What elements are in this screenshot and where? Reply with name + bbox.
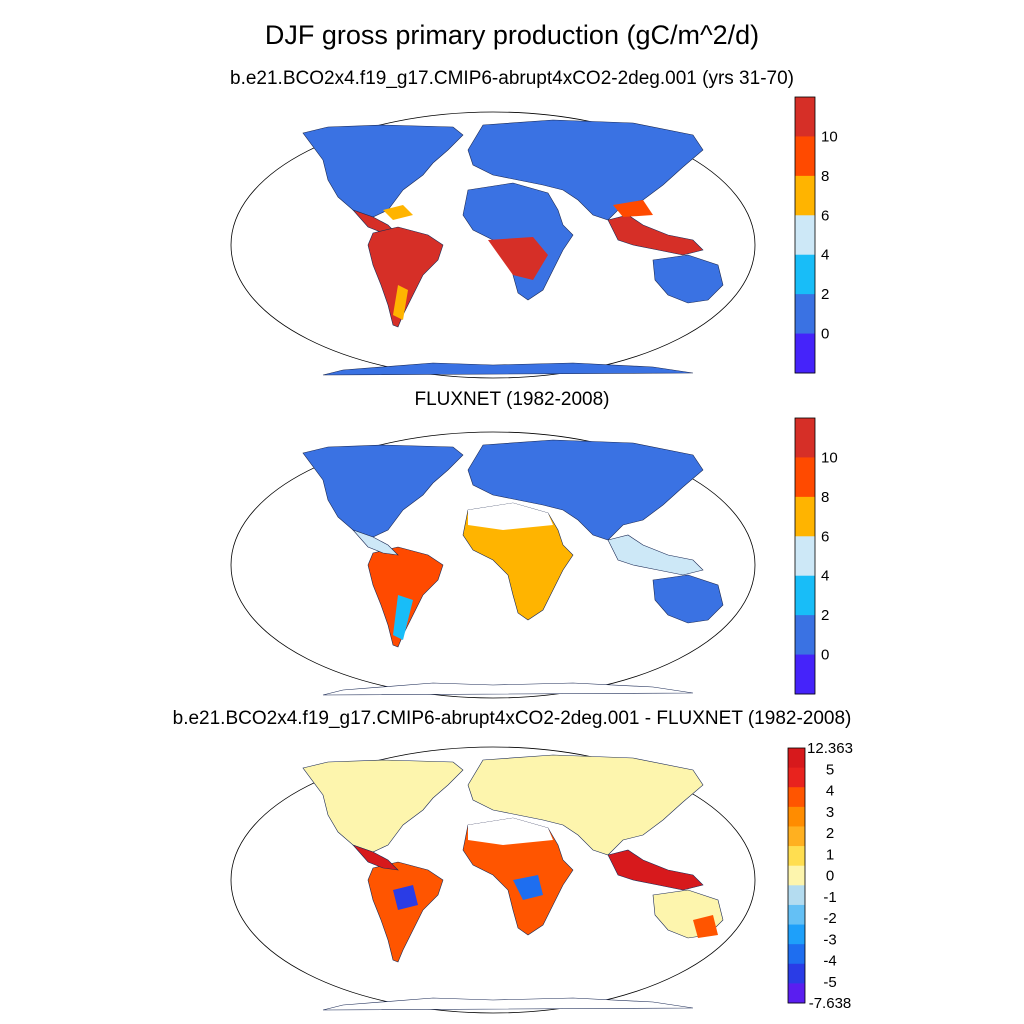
colorbar-1-label: 2 [821,286,829,303]
colorbar-3-swatch [788,846,805,867]
colorbar-2-label: 10 [821,449,838,466]
colorbar-1-swatch [795,215,815,256]
colorbar-1-swatch [795,333,815,374]
colorbar-1-label: 8 [821,168,829,185]
colorbar-3-label: -5 [823,974,836,991]
colorbar-3-label: 2 [826,825,834,842]
colorbar-3-label: 12.363 [807,740,853,757]
colorbar-2-label: 0 [821,647,829,664]
colorbar-2-frame [794,417,816,695]
colorbar-2-swatch [795,496,815,537]
colorbar-2-swatch [795,457,815,498]
colorbar-3-swatch [788,944,805,965]
colorbar-3-swatch [788,885,805,906]
figure-title: DJF gross primary production (gC/m^2/d) [264,20,760,50]
colorbar-1-swatch [795,175,815,216]
colorbar-2-label: 2 [821,607,829,624]
colorbar-3-label: 0 [826,868,834,885]
colorbar-3-label: 4 [826,783,834,800]
colorbar-3-label: 1 [826,846,834,863]
panel-2-title: FLUXNET (1982-2008) [414,389,610,410]
colorbar-3-label: -2 [823,910,836,927]
colorbar-1-label: 10 [821,128,838,145]
colorbar-1-label: 4 [821,247,829,264]
colorbar-3-swatch [788,767,805,788]
colorbar-3-swatch [788,826,805,847]
panel-1-map [230,111,756,379]
colorbar-1-swatch [795,97,815,137]
colorbar-1-label: 0 [821,326,829,343]
colorbar-3-swatch [788,806,805,827]
colorbar-2-label: 4 [821,568,829,585]
colorbar-3-swatch [788,748,805,769]
colorbar-3-label: -7.638 [809,995,852,1012]
colorbar-2-swatch [795,536,815,577]
colorbar-2-label: 6 [821,528,829,545]
colorbar-3-swatch [788,924,805,945]
panel-3-map [230,746,756,1014]
colorbar-1-swatch [795,254,815,295]
colorbar-2-swatch [795,418,815,458]
colorbar-1-swatch [795,136,815,177]
panel-2-map [230,431,756,699]
colorbar-3-label: -4 [823,953,836,970]
colorbar-2-swatch [795,575,815,616]
panel-3-title: b.e21.BCO2x4.f19_g17.CMIP6-abrupt4xCO2-2… [172,708,852,729]
colorbar-2-label: 8 [821,489,829,506]
colorbar-3-swatch [788,904,805,925]
colorbar-3-label: 5 [826,761,834,778]
colorbar-2-swatch [795,615,815,655]
colorbar-1-swatch [795,294,815,334]
panel-1-title: b.e21.BCO2x4.f19_g17.CMIP6-abrupt4xCO2-2… [230,68,794,89]
colorbar-2-swatch [795,654,815,695]
colorbar-3-swatch [788,865,805,886]
colorbar-1-label: 6 [821,207,829,224]
colorbar-3-label: 3 [826,804,834,821]
colorbar-1-frame [794,96,816,374]
colorbar-3-swatch [788,787,805,808]
colorbar-3-swatch [788,983,805,1004]
colorbar-3-label: -1 [823,889,836,906]
colorbar-3-swatch [788,963,805,984]
colorbar-3-frame [787,747,806,1004]
colorbar-3-label: -3 [823,931,836,948]
